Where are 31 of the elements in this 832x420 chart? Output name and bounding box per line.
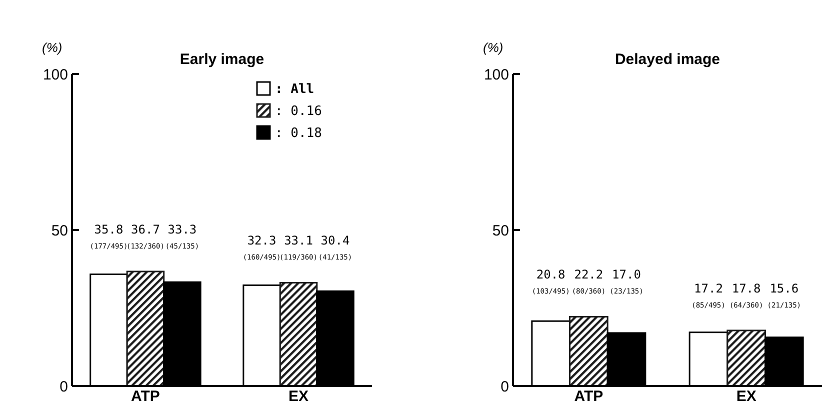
data-label: 36.7 (132/360) [126,222,164,250]
y-axis-title: (%) [483,40,504,55]
chart-title: Early image [180,51,264,68]
data-label: 33.3 (45/135) [165,222,200,250]
data-label: 17.8 (64/360) [729,281,764,310]
legend-label: : All [275,82,314,97]
x-tick-label: ATP [574,388,604,405]
bar [126,270,165,387]
data-label: 30.4 (41/135) [318,234,352,262]
data-label: 17.2 (85/495) [692,281,726,310]
data-label: 22.2 (80/360) [572,268,606,296]
x-tick-label: ATP [131,388,160,405]
data-label: 20.8 (103/495) [532,268,570,296]
data-label: 17.0 (23/135) [610,268,644,296]
data-label: 32.3 (160/495) [242,234,281,262]
y-tick-label: 100 [42,66,68,84]
data-label: 35.8 (177/495) [90,222,128,250]
y-axis-title: (%) [42,40,62,55]
legend-label: : 0.16 [275,104,322,119]
y-tick-label: 50 [492,222,509,240]
x-tick-label: EX [736,388,756,405]
data-label: 15.6 (21/135) [767,281,802,310]
y-tick-label: 0 [500,378,509,396]
x-tick-label: EX [288,388,309,405]
y-tick-label: 100 [484,66,509,84]
bar [279,282,318,387]
legend-label: : 0.18 [275,126,322,141]
y-tick-label: 50 [51,222,68,240]
data-label: 33.1 (119/360) [280,234,318,262]
chart-title: Delayed image [614,51,720,68]
y-tick-label: 0 [60,378,68,396]
